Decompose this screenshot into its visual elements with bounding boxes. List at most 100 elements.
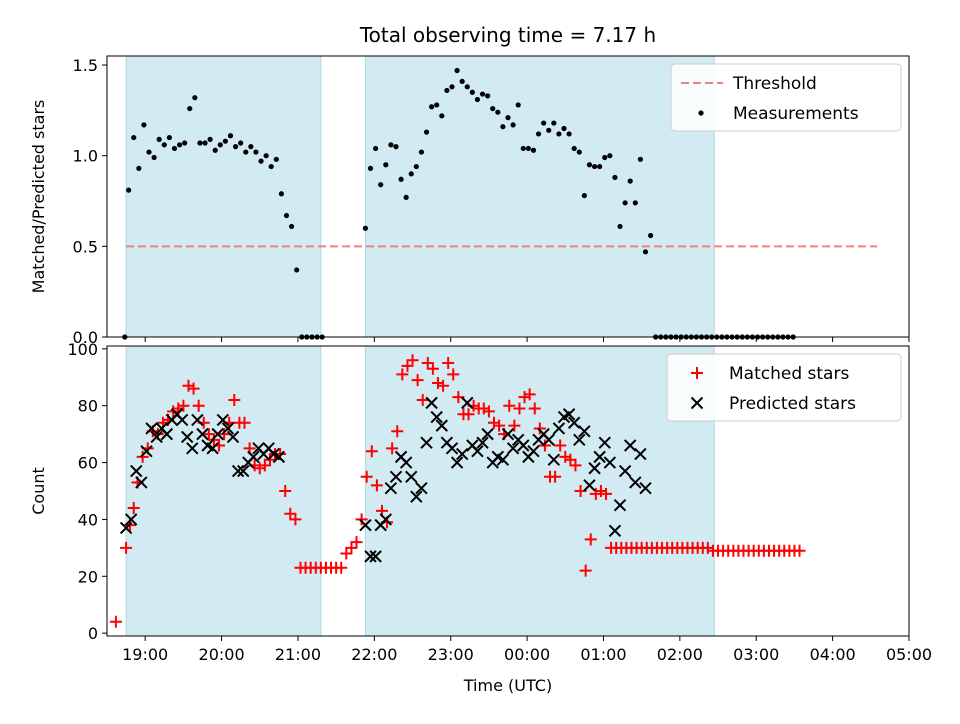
x-tick-label: 23:00 bbox=[428, 645, 474, 664]
matched-star-point bbox=[335, 561, 348, 574]
predicted-star-point bbox=[425, 396, 438, 410]
x-axis-label: Time (UTC) bbox=[463, 676, 552, 695]
x-tick-label: 00:00 bbox=[504, 645, 550, 664]
y-tick-label: 80 bbox=[78, 397, 98, 416]
top-y-ticks: 0.0 0.5 1.0 1.5 bbox=[73, 56, 107, 347]
predicted-star-point bbox=[634, 447, 647, 461]
predicted-star-point bbox=[613, 499, 627, 512]
measurement-point bbox=[541, 120, 547, 126]
measurement-point bbox=[222, 138, 228, 144]
matched-star-point bbox=[482, 405, 495, 418]
measurement-point bbox=[500, 124, 506, 130]
matched-star-point bbox=[263, 453, 276, 466]
predicted-star-point bbox=[119, 521, 133, 535]
predicted-star-point bbox=[588, 462, 601, 475]
measurement-point bbox=[373, 145, 379, 152]
measurement-point bbox=[546, 127, 552, 133]
predicted-star-point bbox=[573, 433, 586, 447]
measurement-point bbox=[622, 200, 628, 206]
measurement-point bbox=[439, 113, 445, 119]
measurement-point bbox=[278, 191, 285, 197]
x-tick-label: 22:00 bbox=[351, 645, 397, 664]
matched-star-point bbox=[538, 439, 551, 452]
x-tick-label: 02:00 bbox=[657, 645, 703, 664]
predicted-star-point bbox=[578, 425, 591, 438]
y-tick-label: 0.5 bbox=[73, 237, 98, 256]
matched-star-point bbox=[559, 450, 572, 463]
matched-star-point bbox=[493, 419, 506, 432]
measurement-point bbox=[566, 131, 572, 137]
matched-star-point bbox=[127, 502, 140, 515]
matched-star-point bbox=[701, 541, 714, 554]
predicted-star-point bbox=[517, 439, 530, 452]
predicted-star-point bbox=[130, 464, 143, 478]
predicted-star-point bbox=[618, 464, 632, 478]
bottom-legend: Matched stars Predicted stars bbox=[666, 353, 902, 422]
matched-star-point bbox=[513, 402, 526, 415]
measurement-point bbox=[207, 136, 213, 142]
matched-star-point bbox=[437, 379, 450, 392]
matched-star-point bbox=[406, 354, 419, 367]
predicted-star-point bbox=[542, 433, 555, 447]
y-tick-label: 60 bbox=[78, 454, 98, 473]
predicted-star-point bbox=[140, 444, 153, 458]
measurement-point bbox=[561, 125, 567, 132]
predicted-star-point bbox=[562, 408, 576, 421]
measurement-point bbox=[146, 149, 152, 155]
measurement-point bbox=[464, 84, 470, 90]
matched-star-point bbox=[503, 399, 516, 412]
predicted-star-point bbox=[379, 513, 392, 526]
y-tick-label: 0.0 bbox=[73, 328, 98, 347]
matched-star-point bbox=[564, 453, 577, 466]
measurement-point bbox=[485, 93, 491, 99]
measurement-point bbox=[647, 232, 654, 239]
measurement-point bbox=[515, 102, 521, 108]
predicted-star-point bbox=[593, 450, 606, 464]
predicted-star-point bbox=[415, 481, 428, 495]
predicted-star-point bbox=[160, 427, 174, 441]
x-tick-label: 21:00 bbox=[275, 645, 321, 664]
measurement-point bbox=[434, 102, 440, 108]
measurement-point bbox=[161, 142, 167, 148]
measurement-point bbox=[248, 144, 254, 150]
measurement-point bbox=[212, 147, 218, 153]
y-tick-label: 0 bbox=[88, 624, 98, 643]
matched-star-point bbox=[355, 513, 368, 526]
observing-window bbox=[125, 345, 322, 637]
measurement-point bbox=[556, 131, 562, 137]
measurement-point bbox=[586, 162, 593, 168]
predicted-star-point bbox=[455, 447, 469, 461]
measurement-point bbox=[637, 156, 643, 162]
measurement-point bbox=[151, 154, 157, 161]
measurement-point bbox=[156, 136, 162, 142]
predicted-star-point bbox=[247, 450, 260, 464]
measurement-point bbox=[571, 145, 577, 152]
matched-star-point bbox=[533, 422, 546, 435]
measurement-point bbox=[454, 67, 460, 74]
chart-title: Total observing time = 7.17 h bbox=[359, 23, 656, 47]
measurement-point bbox=[131, 134, 137, 141]
matched-star-point bbox=[416, 394, 429, 407]
matched-star-point bbox=[793, 544, 806, 557]
y-tick-label: 40 bbox=[78, 510, 98, 529]
matched-star-point bbox=[258, 459, 271, 472]
legend-label: Matched stars bbox=[729, 364, 849, 384]
predicted-star-point bbox=[216, 413, 230, 427]
measurement-point bbox=[418, 149, 425, 155]
predicted-star-point bbox=[420, 436, 433, 449]
measurement-point bbox=[258, 158, 264, 164]
predicted-star-point bbox=[471, 444, 484, 458]
predicted-star-point bbox=[476, 436, 489, 449]
predicted-star-point bbox=[481, 427, 494, 441]
matched-star-point bbox=[289, 513, 302, 526]
matched-star-point bbox=[228, 394, 241, 407]
bottom-x-ticks: 19:00 20:00 21:00 22:00 23:00 00:00 01:00 02:00… bbox=[122, 636, 932, 664]
observing-window bbox=[125, 55, 322, 338]
predicted-star-point bbox=[624, 439, 637, 452]
matched-star-point bbox=[192, 399, 205, 412]
matched-star-point bbox=[279, 485, 292, 497]
legend-marker bbox=[691, 367, 703, 379]
predicted-star-point bbox=[547, 453, 561, 466]
measurement-point bbox=[490, 105, 496, 112]
measurement-point bbox=[632, 200, 638, 206]
